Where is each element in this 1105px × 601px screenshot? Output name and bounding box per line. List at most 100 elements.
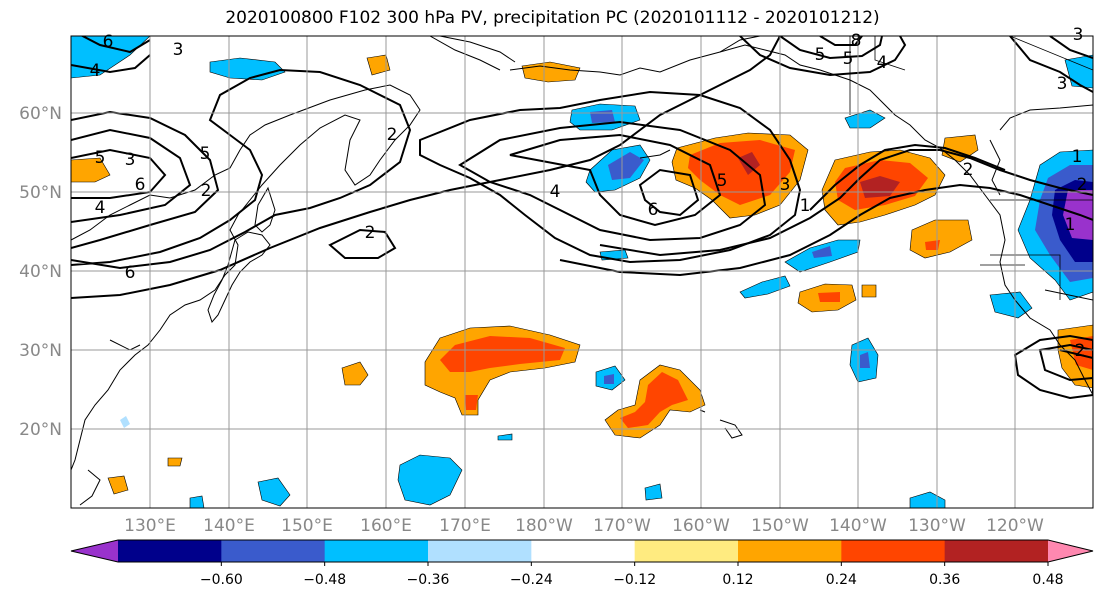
precip-positive-region [465, 395, 478, 410]
chart-title: 2020100800 F102 300 hPa PV, precipitatio… [225, 8, 880, 28]
precip-negative-region [71, 36, 151, 79]
lat-tick-label: 50°N [19, 183, 62, 203]
lat-tick-label: 40°N [19, 262, 62, 282]
borders [849, 36, 1093, 300]
colorbar-swatch [944, 540, 1049, 562]
contour-label: 4 [550, 182, 561, 202]
contour-label: 6 [648, 200, 659, 220]
contour-label: 5 [95, 148, 106, 168]
precip-positive-region [341, 361, 369, 386]
colorbar-swatch [428, 540, 532, 562]
precip-negative-region [844, 109, 886, 129]
lon-tick-label: 130°E [124, 516, 176, 536]
precip-positive-region [688, 140, 795, 205]
precip-negative-region [909, 491, 946, 508]
precip-negative-region [189, 495, 205, 508]
colorbar-swatch [118, 540, 222, 562]
colorbar-extend-max [1048, 540, 1093, 562]
precip-positive-region [107, 475, 129, 495]
lon-tick-label: 150°W [751, 516, 809, 536]
lon-tick-label: 160°W [672, 516, 730, 536]
contour-label: 3 [125, 150, 136, 170]
contour-label: 4 [90, 61, 101, 81]
map-grid [71, 36, 1093, 508]
contour-label: 1 [800, 196, 811, 216]
precip-negative-region [644, 483, 663, 501]
lon-tick-label: 140°E [203, 516, 255, 536]
contour-label: 6 [135, 175, 146, 195]
coastlines [71, 36, 1093, 506]
colorbar-swatch [841, 540, 946, 562]
contour-label: 5 [815, 45, 826, 65]
colorbar-extend-min [71, 540, 118, 562]
contour-label: 8 [851, 31, 862, 51]
lon-tick-label: 120°W [986, 516, 1044, 536]
lon-tick-label: 170°E [439, 516, 491, 536]
contour-label: 2 [963, 160, 974, 180]
contour-label: 3 [173, 40, 184, 60]
lat-tick-label: 30°N [19, 341, 62, 361]
contour-label: 5 [717, 171, 728, 191]
contour-label: 2 [365, 223, 376, 243]
plot-frame [70, 35, 1094, 509]
precip-negative-region [604, 374, 614, 384]
precip-negative-region [860, 352, 870, 368]
colorbar-tick-label: 0.48 [1032, 572, 1063, 588]
contour-label: 3 [780, 175, 791, 195]
colorbar-swatch [531, 540, 636, 562]
precip-positive-region [366, 54, 391, 76]
precip-positive-region [909, 219, 973, 259]
colorbar-tick-label: −0.24 [510, 572, 553, 588]
contour-label: 5 [843, 49, 854, 69]
precip-positive-region [861, 284, 877, 298]
plot-background [71, 36, 1093, 508]
colorbar-swatch [634, 540, 739, 562]
precip-negative-region [257, 477, 291, 507]
precip-negative-region [608, 152, 644, 180]
contour-label: 4 [95, 198, 106, 218]
contour-label: 3 [1073, 25, 1084, 45]
lon-tick-label: 140°W [829, 516, 887, 536]
colorbar-tick-label: −0.60 [200, 572, 243, 588]
colorbar-swatch [324, 540, 429, 562]
longitude-labels: 130°E 140°E 150°E 160°E 170°E 180°W 170°W 160°W… [124, 516, 1044, 536]
precip-negative-region [739, 275, 791, 299]
colorbar-swatch [221, 540, 326, 562]
precip-positive-region [440, 336, 565, 372]
colorbar-tick-label: −0.48 [303, 572, 346, 588]
contour-label: 1 [1065, 215, 1076, 235]
precip-positive-region [521, 61, 581, 83]
colorbar-swatch [738, 540, 842, 562]
lat-tick-label: 60°N [19, 104, 62, 124]
contour-label: 6 [125, 263, 136, 283]
contour-label: 2 [1077, 175, 1088, 195]
colorbar-tick-label: 0.36 [929, 572, 960, 588]
contour-label: 6 [103, 32, 114, 52]
precip-positive-region [620, 372, 688, 428]
precip-negative-region [497, 433, 513, 441]
contour-label: 2 [1075, 341, 1086, 361]
latitude-labels: 60°N 50°N 40°N 30°N 20°N [19, 104, 62, 440]
precip-positive-region [71, 157, 111, 183]
precip-positive-region [925, 240, 940, 250]
pv-contours [71, 36, 1093, 400]
contour-label: 4 [877, 53, 888, 73]
colorbar-tick-label: 0.12 [722, 572, 753, 588]
colorbar: −0.60 −0.48 −0.36 −0.24 −0.12 0.12 0.24 0.36 0.4… [70, 539, 1094, 588]
precip-negative-region [397, 454, 463, 506]
precip-negative-region [812, 246, 832, 258]
lon-tick-label: 130°W [908, 516, 966, 536]
lon-tick-label: 160°E [360, 516, 412, 536]
contour-label: 5 [200, 144, 211, 164]
colorbar-tick-label: 0.24 [826, 572, 857, 588]
contour-label: 2 [387, 125, 398, 145]
lon-tick-label: 150°E [281, 516, 333, 536]
colorbar-tick-label: −0.36 [407, 572, 450, 588]
precip-negative-region [120, 416, 130, 428]
lon-tick-label: 180°W [515, 516, 573, 536]
colorbar-tick-label: −0.12 [613, 572, 656, 588]
colorbar-outline [70, 539, 1094, 563]
precip-negative-region [590, 110, 615, 123]
